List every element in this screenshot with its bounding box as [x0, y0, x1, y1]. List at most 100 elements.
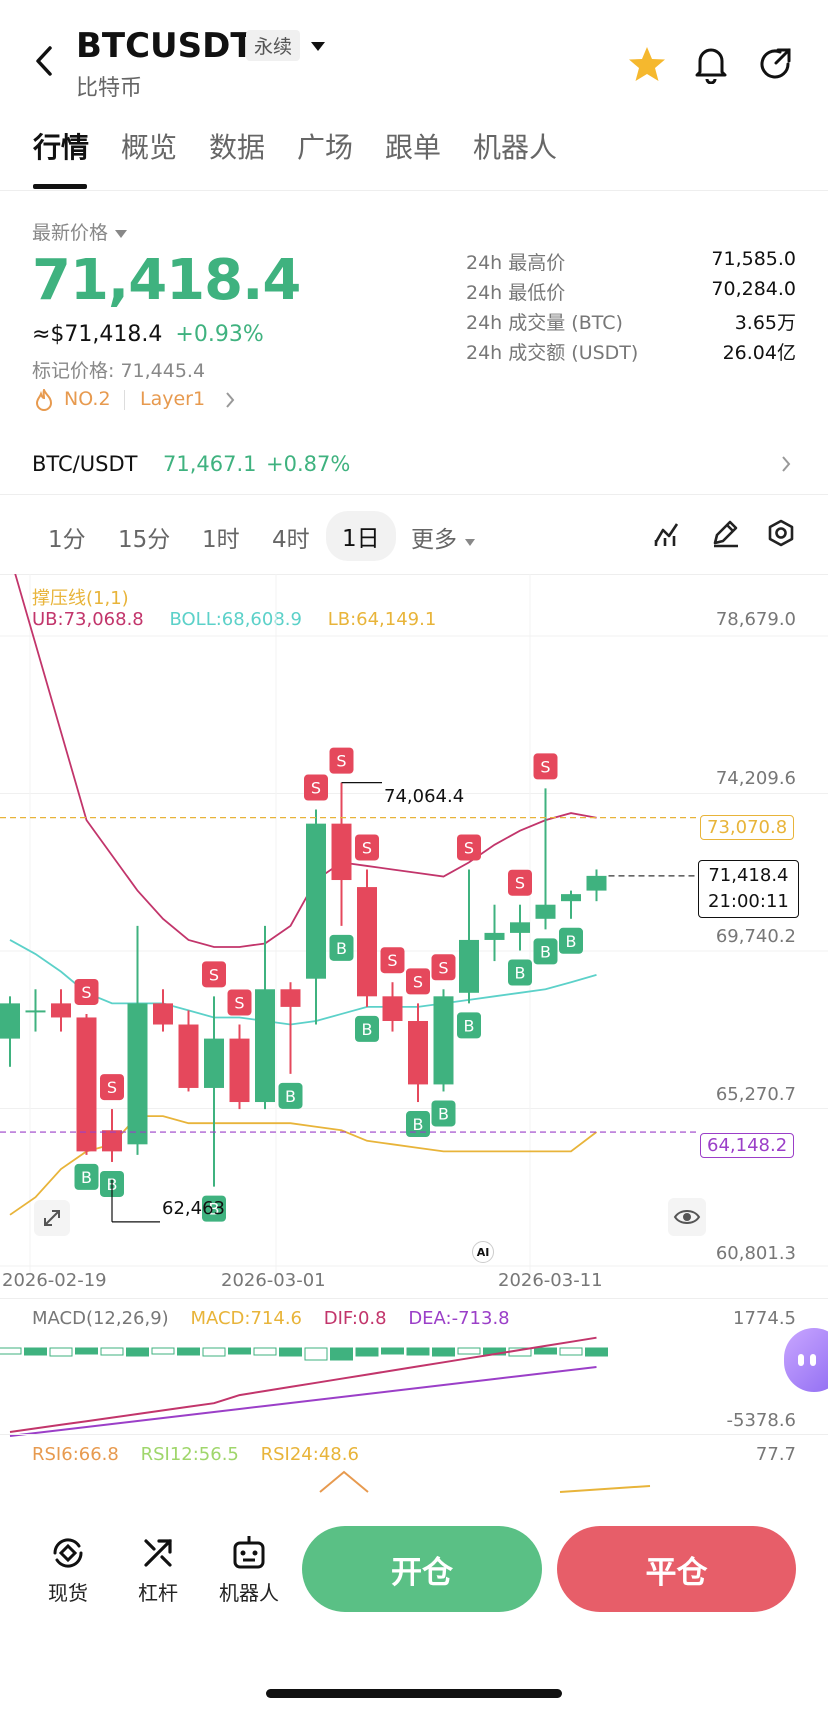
timeframe-more[interactable]: 更多 — [411, 520, 476, 554]
macd-histogram-bar — [381, 1347, 404, 1355]
candle-body — [280, 989, 301, 1007]
timeframe-1d[interactable]: 1日 — [326, 511, 396, 561]
spot-price: 71,467.1 — [163, 452, 257, 476]
usd-equivalent-row: ≈$71,418.4 +0.93% — [32, 322, 264, 347]
stat-row: 24h 最低价 70,284.0 — [466, 278, 796, 308]
macd-value: MACD:714.6 — [190, 1308, 303, 1329]
latest-price-label[interactable]: 最新价格 — [32, 218, 128, 245]
macd-histogram-bar — [534, 1347, 557, 1355]
candle-body — [255, 989, 275, 1103]
support-price: 64,148.2 — [707, 1135, 788, 1156]
macd-legend-row: MACD(12,26,9) MACD:714.6 DIF:0.8 DEA:-71… — [32, 1308, 510, 1329]
mark-price: 标记价格: 71,445.4 — [32, 360, 206, 382]
close-position-button[interactable]: 平仓 — [557, 1526, 796, 1612]
rsi6-line — [319, 1470, 369, 1493]
sell-signal-marker: S — [74, 978, 99, 1005]
sell-signal-marker: S — [533, 753, 558, 780]
symbol-dropdown-icon[interactable] — [310, 38, 326, 57]
buy-signal-marker: B — [431, 1100, 456, 1127]
sell-signal-marker: S — [508, 869, 532, 896]
candle-body — [127, 1003, 148, 1145]
timeframe-1h[interactable]: 1时 — [202, 527, 240, 553]
spot-nav-icon[interactable] — [50, 1535, 86, 1575]
spot-nav-label[interactable]: 现货 — [48, 1581, 88, 1605]
signal-badge — [304, 774, 328, 801]
sell-signal-marker: S — [329, 747, 354, 774]
candle-body — [0, 1003, 20, 1039]
back-icon[interactable] — [30, 44, 60, 78]
visibility-eye-icon[interactable] — [668, 1198, 706, 1236]
tab-bots[interactable]: 机器人 — [473, 131, 558, 164]
signal-letter: S — [540, 757, 550, 776]
chart-settings-icon[interactable] — [766, 518, 796, 552]
candle-countdown: 21:00:11 — [708, 891, 789, 912]
tab-overview[interactable]: 概览 — [121, 131, 178, 164]
sell-signal-marker: S — [431, 954, 456, 981]
macd-histogram-bar — [126, 1347, 149, 1357]
candle-body — [459, 939, 479, 993]
stat-row: 24h 成交额 (USDT) 26.04亿 — [466, 338, 796, 368]
signal-badge — [431, 954, 456, 981]
sell-signal-marker: S — [100, 1074, 124, 1101]
expand-chart-icon[interactable] — [34, 1200, 70, 1236]
tab-market[interactable]: 行情 — [33, 131, 90, 164]
open-position-button[interactable]: 开仓 — [302, 1526, 542, 1612]
macd-name: MACD(12,26,9) — [32, 1308, 169, 1329]
signal-badge — [533, 938, 558, 965]
rsi-legend-row: RSI6:66.8 RSI12:56.5 RSI24:48.6 — [32, 1444, 359, 1465]
bot-nav-icon[interactable] — [230, 1533, 268, 1575]
signal-letter: B — [285, 1087, 296, 1106]
signal-letter: B — [540, 942, 551, 961]
home-indicator — [266, 1689, 562, 1698]
draw-pencil-icon[interactable] — [710, 518, 740, 552]
ai-badge[interactable]: AI — [472, 1241, 494, 1263]
chevron-right-icon — [226, 392, 235, 408]
stat-label: 24h 最高价 — [466, 252, 566, 274]
timeframe-1m[interactable]: 1分 — [48, 527, 86, 553]
dea-line — [9, 1366, 597, 1437]
symbol-title[interactable]: BTCUSDT — [76, 26, 254, 66]
signal-badge — [74, 1163, 99, 1190]
signal-badge — [329, 747, 354, 774]
macd-histogram-bar — [279, 1347, 302, 1357]
timeframe-4h[interactable]: 4时 — [272, 527, 310, 553]
x-tick-label: 2026-02-19 — [2, 1270, 107, 1291]
main-tabs: 行情 概览 数据 广场 跟单 机器人 — [0, 126, 828, 190]
buy-signal-marker: B — [355, 1015, 379, 1042]
assistant-float-button[interactable] — [784, 1328, 828, 1392]
macd-divider — [0, 1298, 828, 1299]
buy-signal-marker: B — [406, 1111, 430, 1138]
leverage-nav-icon[interactable] — [140, 1535, 176, 1575]
signal-badge — [355, 834, 379, 861]
tab-square[interactable]: 广场 — [297, 131, 354, 164]
buy-signal-marker: B — [508, 959, 532, 986]
usd-equivalent: ≈$71,418.4 — [32, 322, 163, 347]
signal-letter: B — [336, 939, 347, 958]
rsi-chart — [319, 1470, 651, 1493]
tab-data[interactable]: 数据 — [209, 131, 266, 164]
resistance-price: 73,070.8 — [707, 817, 788, 838]
favorite-star-icon[interactable] — [628, 46, 666, 86]
candle-body — [331, 823, 352, 881]
symbol-subtitle: 比特币 — [76, 76, 143, 101]
stats-panel: 24h 最高价 71,585.0 24h 最低价 70,284.0 24h 成交… — [466, 248, 796, 368]
timeframe-15m[interactable]: 15分 — [118, 527, 171, 553]
macd-histogram-bar — [228, 1347, 251, 1355]
caret-down-icon — [115, 230, 128, 238]
bell-icon[interactable] — [694, 44, 728, 88]
tab-copy-trading[interactable]: 跟单 — [385, 131, 442, 164]
boll-upper-line — [14, 574, 597, 948]
x-tick-label: 2026-03-01 — [221, 1270, 326, 1291]
rsi12-value: RSI12:56.5 — [140, 1444, 239, 1465]
signal-badge — [559, 927, 583, 954]
share-icon[interactable] — [758, 46, 794, 86]
leverage-nav-label[interactable]: 杠杆 — [138, 1581, 178, 1605]
stat-value: 71,585.0 — [711, 248, 796, 270]
timeframe-more-label: 更多 — [411, 527, 457, 553]
indicator-icon[interactable] — [653, 518, 683, 552]
buy-signal-marker: B — [533, 938, 558, 965]
spot-pair-row[interactable]: BTC/USDT 71,467.1 +0.87% — [0, 440, 828, 488]
bot-nav-label[interactable]: 机器人 — [219, 1581, 279, 1605]
last-price-tag[interactable]: 71,418.4 21:00:11 — [698, 860, 799, 918]
